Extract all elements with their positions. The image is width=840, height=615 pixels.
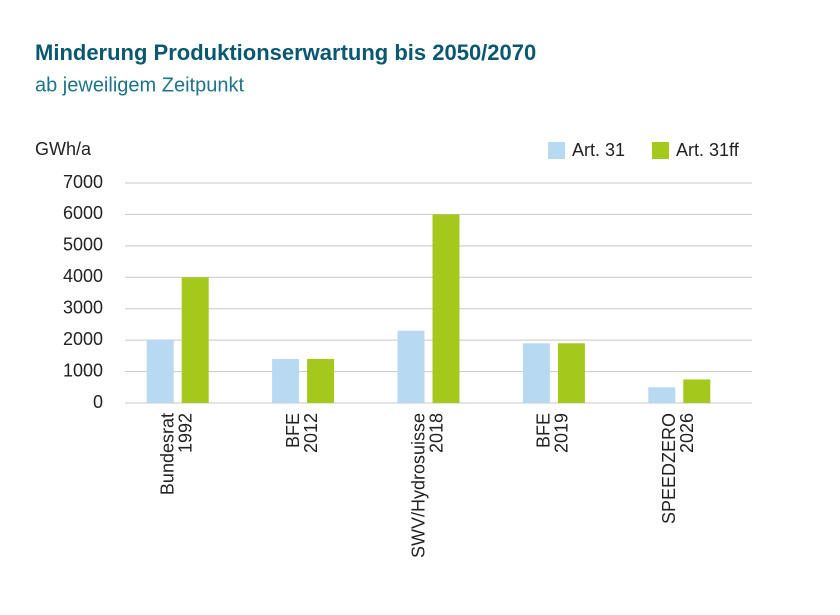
x-tick-label: 1992 bbox=[175, 413, 195, 453]
y-tick-label: 3000 bbox=[63, 297, 103, 317]
x-tick-label: SWV/Hydrosuisse bbox=[408, 413, 428, 558]
legend-swatch bbox=[548, 142, 565, 159]
bar bbox=[683, 379, 711, 403]
x-tick-label: 2019 bbox=[552, 413, 572, 453]
legend-swatch bbox=[652, 142, 669, 159]
legend-label: Art. 31ff bbox=[676, 140, 740, 160]
bar bbox=[307, 359, 335, 403]
x-tick-label: 2026 bbox=[677, 413, 697, 453]
x-tick-label: 2012 bbox=[301, 413, 321, 453]
y-tick-label: 0 bbox=[93, 392, 103, 412]
y-tick-label: 5000 bbox=[63, 235, 103, 255]
x-tick-label: Bundesrat bbox=[157, 413, 177, 495]
bar bbox=[557, 343, 585, 403]
x-tick-label: SPEEDZERO bbox=[659, 413, 679, 524]
bar bbox=[432, 214, 460, 403]
legend-label: Art. 31 bbox=[572, 140, 625, 160]
bar bbox=[181, 277, 209, 403]
x-tick-label: BFE bbox=[534, 413, 554, 448]
chart-title: Minderung Produktionserwartung bis 2050/… bbox=[35, 40, 536, 65]
chart-subtitle: ab jeweiligem Zeitpunkt bbox=[35, 74, 244, 96]
y-tick-label: 1000 bbox=[63, 360, 103, 380]
y-tick-label: 2000 bbox=[63, 329, 103, 349]
x-tick-label: BFE bbox=[283, 413, 303, 448]
y-tick-label: 4000 bbox=[63, 266, 103, 286]
bar bbox=[272, 359, 300, 403]
y-tick-label: 7000 bbox=[63, 172, 103, 192]
y-tick-label: 6000 bbox=[63, 203, 103, 223]
x-tick-label: 2018 bbox=[426, 413, 446, 453]
bar bbox=[146, 340, 174, 403]
y-axis-label: GWh/a bbox=[35, 139, 92, 159]
bar bbox=[648, 387, 676, 403]
bar bbox=[397, 330, 425, 403]
bar bbox=[522, 343, 550, 403]
